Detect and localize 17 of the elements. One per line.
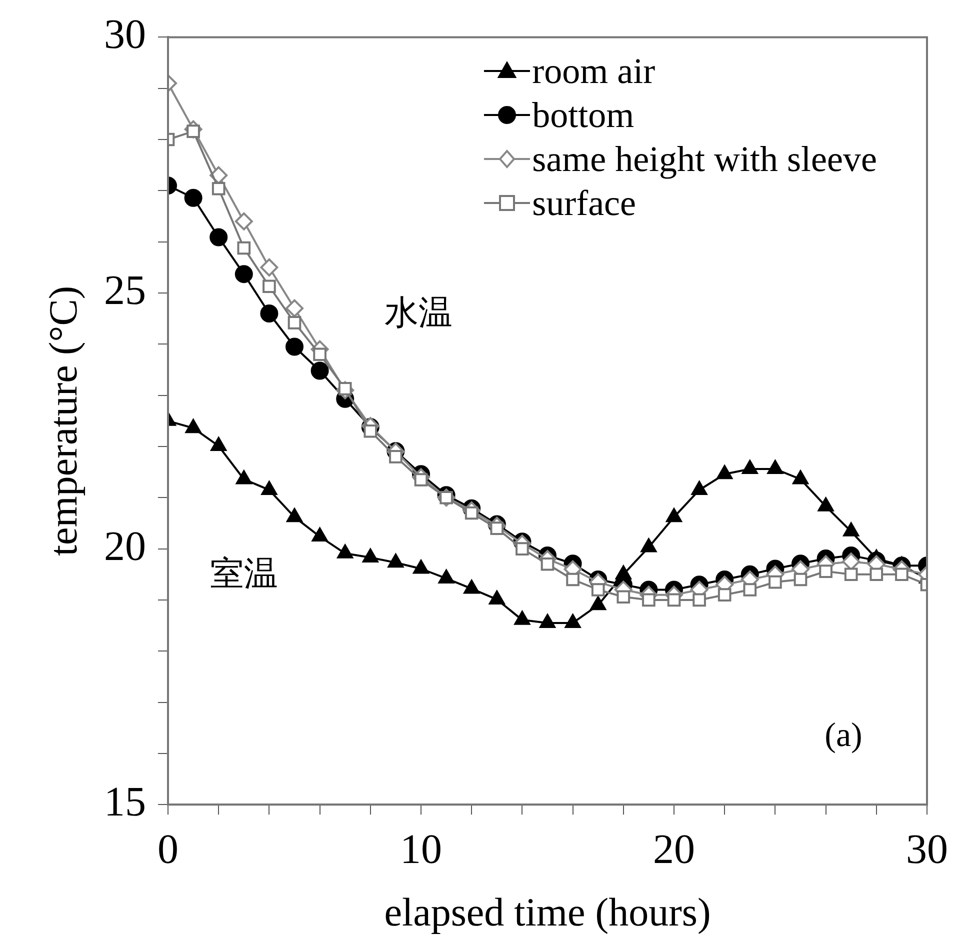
annotation: 室温 bbox=[210, 553, 278, 596]
y-tick-label: 15 bbox=[104, 780, 146, 826]
y-tick-label: 25 bbox=[104, 268, 146, 314]
x-axis-title: elapsed time (hours) bbox=[384, 890, 711, 934]
x-tick-label: 20 bbox=[653, 826, 695, 873]
x-tick-label: 30 bbox=[906, 826, 948, 873]
y-tick-label: 20 bbox=[104, 524, 146, 570]
annotation: 水温 bbox=[384, 292, 452, 336]
legend-label: bottom bbox=[532, 94, 634, 138]
legend-label: same height with sleeve bbox=[532, 138, 877, 182]
x-tick-label: 10 bbox=[400, 826, 442, 873]
legend-label: room air bbox=[532, 50, 656, 94]
legend-label: surface bbox=[532, 182, 636, 226]
y-axis-title: temperature (°C) bbox=[40, 286, 86, 556]
annotation: (a) bbox=[824, 716, 862, 755]
y-tick-label: 30 bbox=[104, 12, 146, 58]
x-tick-label: 0 bbox=[158, 826, 178, 873]
